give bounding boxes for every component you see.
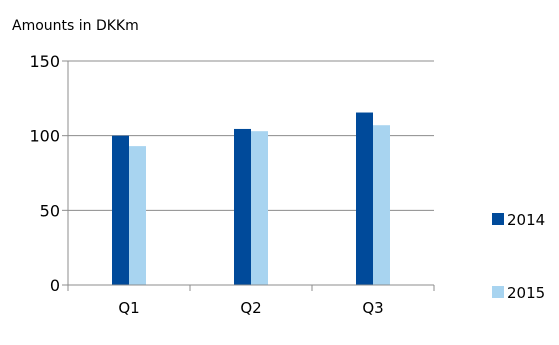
- y-tick-label: 0: [50, 276, 60, 295]
- y-tick-label: 50: [40, 201, 60, 220]
- x-tick-label-Q2: Q2: [240, 299, 261, 317]
- bar-2014-Q2: [234, 128, 251, 285]
- bar-2015-Q3: [373, 125, 390, 285]
- x-tick-label-Q1: Q1: [118, 299, 139, 317]
- legend: 2014 2015: [492, 211, 545, 302]
- bar-2015-Q2: [251, 131, 268, 285]
- y-tick-labels: 0 50 100 150: [29, 52, 60, 295]
- bars: [112, 112, 390, 286]
- legend-swatch-2014: [492, 213, 504, 225]
- chart-title: Amounts in DKKm: [12, 18, 139, 34]
- x-tick-label-Q3: Q3: [362, 299, 383, 317]
- legend-label-2015: 2015: [507, 284, 545, 302]
- y-tick-label: 150: [29, 52, 60, 71]
- legend-label-2014: 2014: [507, 211, 545, 229]
- axes: [62, 60, 435, 291]
- bar-2014-Q1: [112, 135, 129, 285]
- legend-swatch-2015: [492, 286, 504, 298]
- x-tick-labels: Q1 Q2 Q3: [118, 299, 383, 317]
- bar-2014-Q3: [356, 112, 373, 286]
- bar-2015-Q1: [129, 146, 146, 285]
- y-tick-label: 100: [29, 127, 60, 146]
